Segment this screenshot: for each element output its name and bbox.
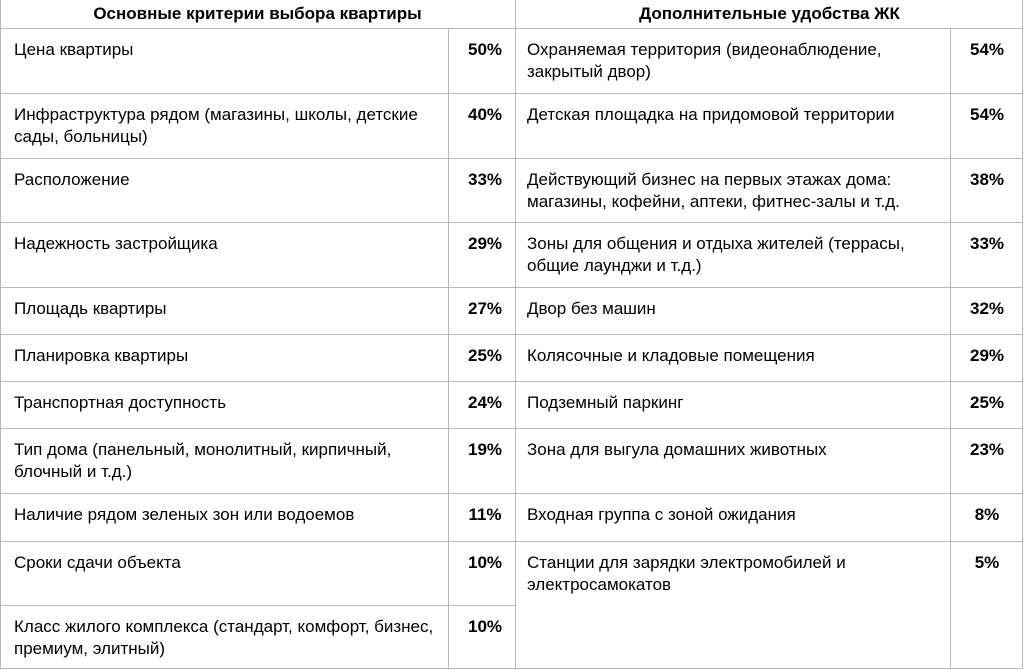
- amenity-percent: 23%: [969, 440, 1005, 459]
- criterion-label: Класс жилого комплекса (стандарт, комфор…: [14, 617, 434, 658]
- row-divider: [515, 541, 1023, 542]
- criterion-label: Надежность застройщика: [14, 234, 218, 253]
- row-divider: [515, 28, 1023, 29]
- row-divider: [0, 28, 516, 29]
- amenity-percent: 29%: [969, 346, 1005, 365]
- amenity-label: Входная группа с зоной ожидания: [527, 505, 796, 524]
- row-divider: [515, 158, 1023, 159]
- row-divider: [515, 493, 1023, 494]
- amenity-label: Действующий бизнес на первых этажах дома…: [527, 170, 900, 211]
- row-divider: [515, 381, 1023, 382]
- left-column-header: Основные критерии выбора квартиры: [93, 4, 422, 23]
- criterion-label: Цена квартиры: [14, 40, 134, 59]
- row-divider: [515, 334, 1023, 335]
- amenity-percent: 54%: [969, 40, 1005, 59]
- criterion-label: Планировка квартиры: [14, 346, 189, 365]
- criterion-percent: 40%: [467, 105, 503, 124]
- row-divider: [0, 93, 516, 94]
- criterion-label: Расположение: [14, 170, 130, 189]
- amenity-percent: 8%: [974, 505, 1000, 524]
- row-divider: [515, 93, 1023, 94]
- amenity-percent: 5%: [974, 553, 1000, 572]
- criterion-label: Наличие рядом зеленых зон или водоемов: [14, 505, 355, 524]
- amenity-percent: 32%: [969, 299, 1005, 318]
- amenity-label: Двор без машин: [527, 299, 656, 318]
- criterion-percent: 33%: [467, 170, 503, 189]
- criterion-label: Транспортная доступность: [14, 393, 227, 412]
- column-divider: [448, 28, 449, 668]
- amenity-label: Колясочные и кладовые помещения: [527, 346, 815, 365]
- row-divider: [0, 158, 516, 159]
- criterion-label: Площадь квартиры: [14, 299, 167, 318]
- right-column-header: Дополнительные удобства ЖК: [639, 4, 900, 23]
- row-divider: [515, 668, 1023, 669]
- row-divider: [515, 287, 1023, 288]
- criterion-percent: 25%: [467, 346, 503, 365]
- amenity-label: Охраняемая территория (видеонаблюдение, …: [527, 40, 882, 81]
- row-divider: [0, 428, 516, 429]
- amenity-label: Детская площадка на придомовой территори…: [527, 105, 895, 124]
- criterion-label: Инфраструктура рядом (магазины, школы, д…: [14, 105, 418, 146]
- amenity-label: Зоны для общения и отдыха жителей (терра…: [527, 234, 905, 275]
- amenity-label: Станции для зарядки электромобилей и эле…: [527, 553, 846, 594]
- amenity-percent: 54%: [969, 105, 1005, 124]
- criterion-percent: 10%: [467, 617, 503, 636]
- row-divider: [515, 222, 1023, 223]
- criterion-percent: 50%: [467, 40, 503, 59]
- criterion-percent: 11%: [468, 505, 502, 524]
- criterion-label: Тип дома (панельный, монолитный, кирпичн…: [14, 440, 392, 481]
- amenity-label: Подземный паркинг: [527, 393, 684, 412]
- amenity-percent: 25%: [969, 393, 1005, 412]
- row-divider: [0, 222, 516, 223]
- column-divider: [950, 28, 951, 668]
- row-divider: [0, 287, 516, 288]
- row-divider: [515, 428, 1023, 429]
- criterion-percent: 29%: [467, 234, 503, 253]
- criterion-percent: 10%: [467, 553, 503, 572]
- amenity-label: Зона для выгула домашних животных: [527, 440, 827, 459]
- amenity-percent: 33%: [969, 234, 1005, 253]
- criterion-percent: 24%: [467, 393, 503, 412]
- row-divider: [0, 668, 516, 669]
- criterion-label: Сроки сдачи объекта: [14, 553, 181, 572]
- criterion-percent: 27%: [467, 299, 503, 318]
- row-divider: [0, 334, 516, 335]
- row-divider: [0, 605, 516, 606]
- criterion-percent: 19%: [467, 440, 503, 459]
- amenity-percent: 38%: [969, 170, 1005, 189]
- row-divider: [0, 381, 516, 382]
- row-divider: [0, 541, 516, 542]
- row-divider: [0, 493, 516, 494]
